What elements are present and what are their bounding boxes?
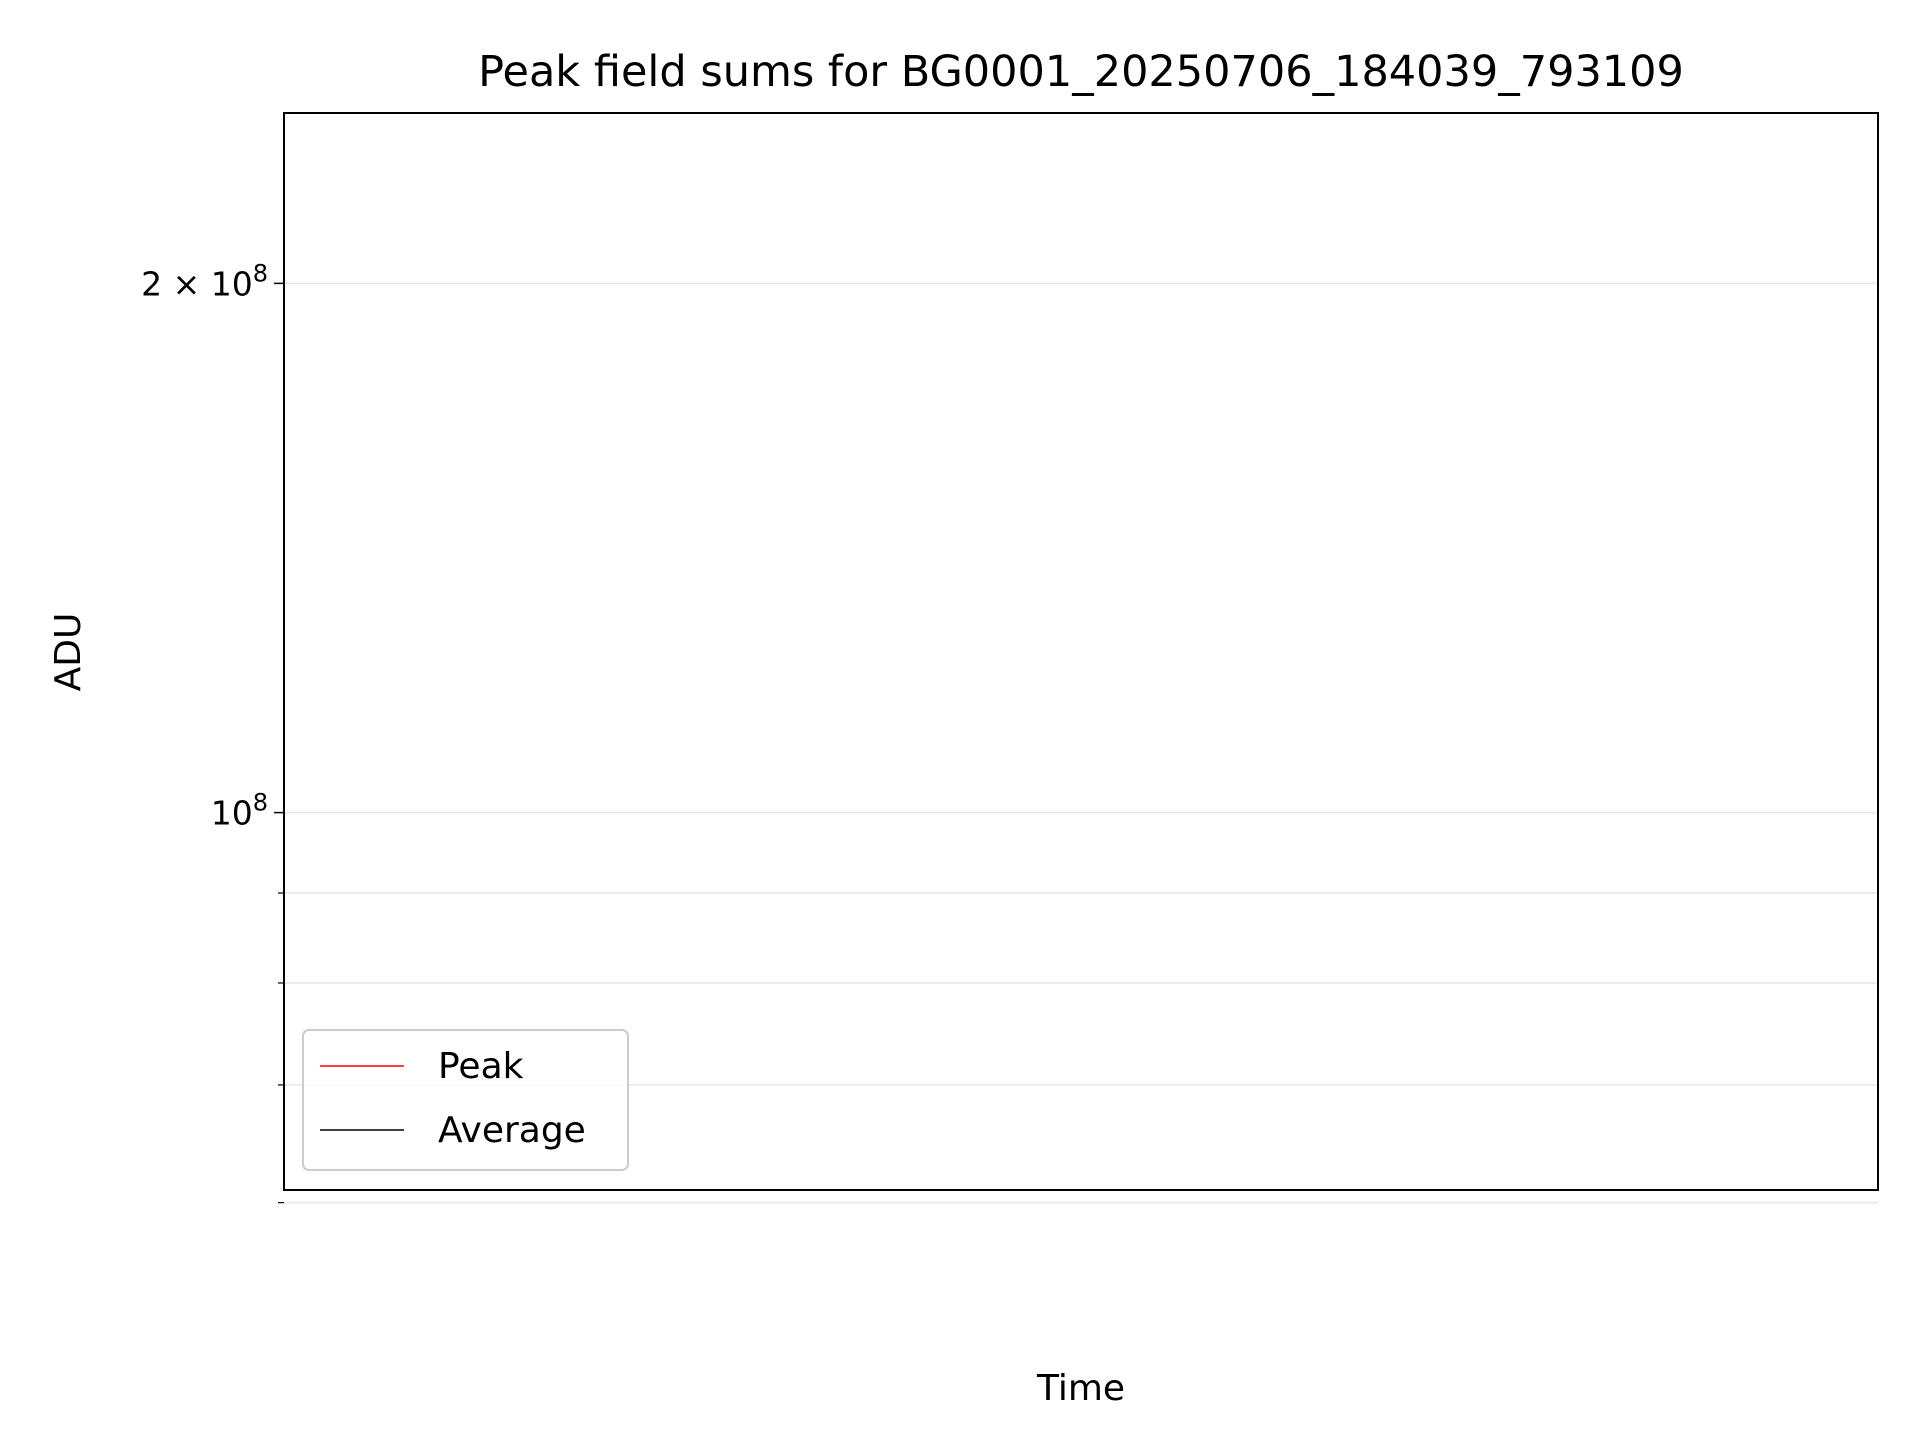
x-axis-title: Time (1036, 1368, 1125, 1409)
legend-box (302, 1029, 629, 1171)
legend: Peak Average (302, 1029, 629, 1171)
legend-average-label: Average (438, 1110, 586, 1151)
plot-frame (283, 112, 1879, 1191)
legend-peak-label: Peak (438, 1046, 524, 1087)
y-tick-label: 108 (211, 789, 268, 833)
y-axis-title: ADU (48, 613, 89, 692)
y-axis-ticks: 2 × 108 108 (141, 259, 284, 1204)
y-tick-label: 2 × 108 (141, 259, 268, 303)
chart-title: Peak field sums for BG0001_20250706_1840… (478, 47, 1684, 97)
